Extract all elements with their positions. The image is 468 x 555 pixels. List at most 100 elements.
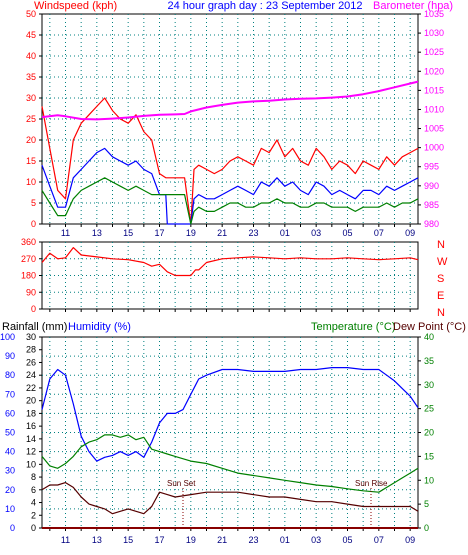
x-tick-label: 09	[405, 535, 415, 545]
y-tick-label: 980	[424, 219, 439, 229]
x-tick-label: 21	[217, 228, 227, 238]
x-tick-label: 13	[92, 228, 102, 238]
y-tick-label: 0	[10, 523, 15, 533]
wind-barometer-series	[41, 80, 419, 225]
x-tick-label: 13	[92, 535, 102, 545]
compass-label: N	[437, 239, 445, 251]
y-tick-label: 25	[424, 404, 434, 414]
y-tick-label: 30	[26, 332, 36, 342]
y-tick-label: 6	[31, 485, 36, 495]
y-tick-label: 35	[424, 356, 434, 366]
y-tick-label: 18	[26, 408, 36, 418]
x-tick-label: 11	[61, 228, 70, 238]
y-tick-label: 90	[5, 351, 15, 361]
wind-direction-series	[41, 247, 419, 277]
temperature-series	[41, 434, 419, 493]
windspeed-axis-label: Windspeed (kph)	[34, 0, 117, 12]
y-tick-label: 90	[26, 287, 36, 297]
y-tick-label: 40	[26, 51, 36, 61]
sun-annotations: Sun Set Sun Rise	[167, 479, 388, 528]
y-tick-label: 10	[424, 475, 434, 485]
y-tick-label: 1030	[424, 28, 444, 38]
y-tick-label: 985	[424, 200, 439, 210]
direction-tick-labels: 0 90 180 270 360	[21, 237, 42, 314]
y-tick-label: 26	[26, 357, 36, 367]
y-tick-label: 360	[21, 237, 36, 247]
x-tick-label: 23	[248, 228, 258, 238]
y-tick-label: 0	[31, 523, 36, 533]
compass-label: S	[437, 273, 444, 285]
y-tick-label: 10	[5, 504, 15, 514]
y-tick-label: 45	[26, 30, 36, 40]
x-tick-label: 03	[311, 228, 321, 238]
y-tick-label: 0	[31, 219, 36, 229]
y-tick-label: 30	[5, 466, 15, 476]
x-tick-label: 07	[374, 535, 384, 545]
dew-point-series	[41, 482, 419, 515]
x-tick-label: 01	[280, 535, 290, 545]
x-tick-label: 09	[405, 228, 415, 238]
sun-annotation: Sun Rise	[355, 479, 388, 488]
y-tick-label: 14	[26, 434, 36, 444]
y-tick-label: 22	[26, 383, 36, 393]
y-tick-label: 40	[424, 332, 434, 342]
y-tick-label: 80	[5, 370, 15, 380]
y-tick-label: 15	[424, 451, 434, 461]
humidity-tick-labels: 0 10 20 30 40 50 60 70 80 90 100	[0, 332, 15, 533]
x-tick-label: 03	[311, 535, 321, 545]
y-tick-label: 35	[26, 72, 36, 82]
y-tick-label: 270	[21, 254, 36, 264]
gust-series	[41, 97, 419, 225]
y-tick-label: 1015	[424, 85, 444, 95]
x-tick-label: 07	[374, 228, 384, 238]
chart-title: 24 hour graph day : 23 September 2012	[167, 0, 362, 12]
x-tick-label: 19	[186, 228, 196, 238]
windspeed-tick-labels: 0 5 10 15 20 25 30 35 40 45 50	[26, 9, 42, 229]
x-tick-label: 01	[280, 228, 290, 238]
y-tick-label: 990	[424, 181, 439, 191]
y-tick-label: 12	[26, 447, 36, 457]
y-tick-label: 8	[31, 472, 36, 482]
temp-humidity-series	[41, 367, 419, 529]
y-tick-label: 10	[26, 177, 36, 187]
y-tick-label: 1005	[424, 124, 444, 134]
y-tick-label: 995	[424, 162, 439, 172]
dewpoint-axis-label: Dew Point (°C)	[393, 321, 466, 333]
y-tick-label: 30	[424, 380, 434, 390]
y-tick-label: 16	[26, 421, 36, 431]
y-tick-label: 1010	[424, 104, 444, 114]
x-tick-label: 17	[154, 535, 164, 545]
y-tick-label: 30	[26, 93, 36, 103]
y-tick-label: 1020	[424, 66, 444, 76]
x-tick-label: 21	[217, 535, 227, 545]
rainfall-axis-label: Rainfall (mm)	[2, 321, 67, 333]
y-tick-label: 1035	[424, 9, 444, 19]
temperature-tick-labels: 0 5 10 15 20 25 30 35 40	[418, 332, 434, 533]
y-tick-label: 0	[31, 304, 36, 314]
y-tick-label: 40	[5, 447, 15, 457]
y-tick-label: 28	[26, 345, 36, 355]
y-tick-label: 15	[26, 156, 36, 166]
compass-label: W	[437, 256, 448, 268]
y-tick-label: 10	[26, 459, 36, 469]
barometer-tick-labels: 980 985 990 995 1000 1005 1010 1015 1020 1025 1030…	[418, 9, 444, 229]
y-tick-label: 5	[31, 198, 36, 208]
average-speed-series	[41, 147, 419, 225]
y-tick-label: 5	[424, 499, 429, 509]
x-tick-label: 23	[248, 535, 258, 545]
sun-annotation: Sun Set	[167, 479, 196, 488]
y-tick-label: 2	[31, 510, 36, 520]
y-tick-label: 20	[26, 396, 36, 406]
humidity-axis-label: Humidity (%)	[68, 321, 131, 333]
wind-direction-series	[41, 247, 419, 277]
barometer-series	[41, 80, 419, 121]
x-tick-label: 17	[154, 228, 164, 238]
y-tick-label: 50	[26, 9, 36, 19]
y-tick-label: 20	[424, 428, 434, 438]
y-tick-label: 4	[31, 498, 36, 508]
barometer-axis-label: Barometer (hpa)	[373, 0, 453, 12]
x-tick-label: 15	[123, 535, 133, 545]
y-tick-label: 0	[424, 523, 429, 533]
